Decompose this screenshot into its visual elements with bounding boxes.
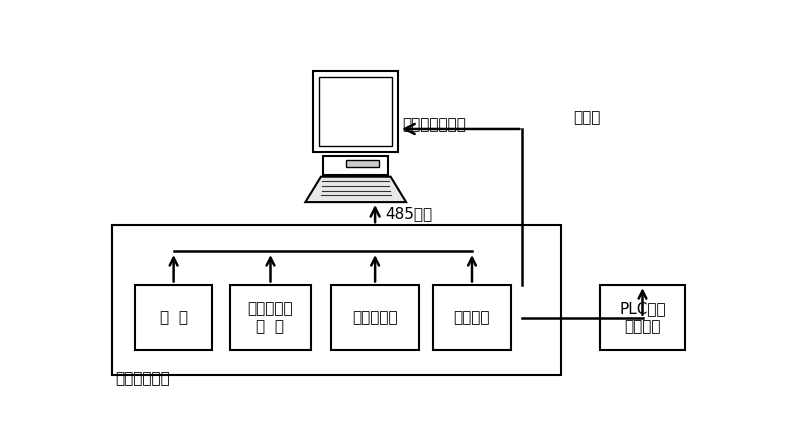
Bar bbox=[346, 160, 379, 167]
Text: 循环冷却水: 循环冷却水 bbox=[248, 301, 294, 316]
Text: 控制系统: 控制系统 bbox=[624, 320, 661, 334]
Bar bbox=[434, 285, 510, 350]
Text: 信息采集装置: 信息采集装置 bbox=[115, 372, 170, 387]
Text: 485网络: 485网络 bbox=[386, 206, 432, 221]
Text: 计算机处理系统: 计算机处理系统 bbox=[402, 118, 466, 132]
Text: 高压水表: 高压水表 bbox=[454, 310, 490, 325]
Bar bbox=[323, 156, 388, 175]
Bar bbox=[319, 78, 392, 146]
Polygon shape bbox=[306, 177, 406, 202]
Bar bbox=[313, 71, 398, 152]
Text: 高压蒸汽表: 高压蒸汽表 bbox=[352, 310, 398, 325]
Text: 以太网: 以太网 bbox=[573, 110, 600, 125]
Bar bbox=[135, 285, 212, 350]
Text: 水  表: 水 表 bbox=[257, 320, 285, 334]
Bar bbox=[600, 285, 685, 350]
Bar bbox=[112, 225, 561, 375]
Text: 电  表: 电 表 bbox=[160, 310, 188, 325]
Bar bbox=[331, 285, 419, 350]
Bar bbox=[230, 285, 310, 350]
Text: PLC电炉: PLC电炉 bbox=[619, 301, 666, 316]
